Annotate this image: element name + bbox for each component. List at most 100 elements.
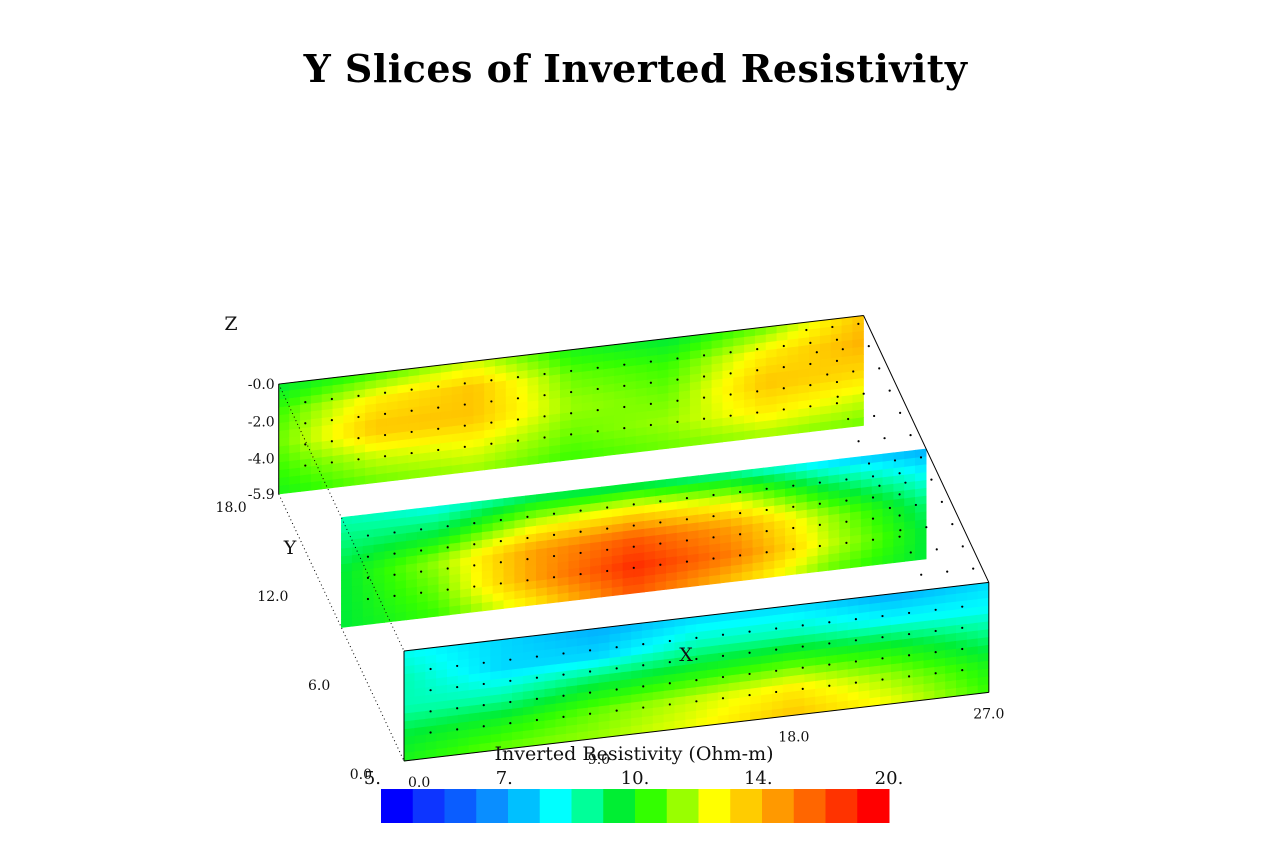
slice-cell <box>408 469 420 480</box>
mesh-node <box>907 611 911 615</box>
slice-cell <box>915 550 927 561</box>
mesh-node <box>437 448 440 452</box>
mesh-node <box>606 506 609 509</box>
mesh-node <box>712 493 715 497</box>
mesh-node <box>676 399 679 402</box>
mesh-node <box>712 536 715 539</box>
colorbar-swatch <box>666 789 699 823</box>
mesh-node <box>836 395 839 398</box>
mesh-node <box>782 387 785 390</box>
mesh-node <box>756 347 759 351</box>
mesh-node <box>871 538 875 541</box>
slice-cell <box>754 428 767 439</box>
z-tick-label: -5.9 <box>248 487 275 503</box>
mesh-node <box>867 345 870 348</box>
mesh-node <box>659 521 662 524</box>
mesh-node <box>765 551 768 554</box>
mesh-node <box>588 691 592 694</box>
mesh-node <box>756 390 759 393</box>
mesh-node <box>642 664 645 667</box>
mesh-node <box>854 639 858 642</box>
mesh-node <box>961 626 964 629</box>
mesh-node <box>490 400 493 403</box>
mesh-node <box>668 639 671 643</box>
slice-cell <box>300 482 312 492</box>
slice-cell <box>785 565 797 576</box>
slice-cell <box>806 563 819 574</box>
mesh-node <box>304 400 307 404</box>
slice-cell <box>763 568 775 579</box>
slice-cell <box>451 464 464 475</box>
mesh-node <box>562 694 565 697</box>
y-slice-18 <box>278 315 864 495</box>
colorbar-tick-label: 20. <box>875 768 904 789</box>
slice-cell <box>817 562 830 572</box>
mesh-node <box>867 462 871 465</box>
slice-cell <box>278 484 290 495</box>
mesh-node <box>878 367 881 370</box>
mesh-node <box>695 636 698 639</box>
mesh-node <box>961 669 964 672</box>
slice-cell <box>503 598 515 609</box>
slice-cell <box>406 610 418 621</box>
mesh-node <box>543 436 546 439</box>
mesh-node <box>535 718 539 722</box>
mesh-node <box>940 500 943 503</box>
slice-cell <box>351 616 364 627</box>
mesh-node <box>818 544 821 548</box>
slice-cell <box>395 611 407 622</box>
mesh-node <box>659 563 662 566</box>
mesh-node <box>695 700 698 703</box>
slice-cell <box>481 601 494 612</box>
slice-cell <box>841 418 854 429</box>
mesh-node <box>499 561 502 564</box>
mesh-node <box>588 712 592 715</box>
slice-cell <box>427 607 440 618</box>
mesh-node <box>841 348 844 351</box>
mesh-node <box>570 390 573 394</box>
mesh-node <box>410 451 413 455</box>
mesh-node <box>659 500 662 503</box>
mesh-node <box>809 341 812 344</box>
slice-cell <box>624 443 637 454</box>
colorbar-swatch <box>476 789 509 823</box>
slice-cell <box>416 609 429 619</box>
mesh-node <box>490 379 493 382</box>
slice-cell <box>644 582 656 593</box>
slice-cell <box>438 606 450 617</box>
mesh-node <box>516 397 520 400</box>
slice-cell <box>514 597 526 608</box>
slice-cell <box>633 583 645 594</box>
slice-cell <box>397 470 409 481</box>
mesh-node <box>809 405 812 408</box>
mesh-node <box>410 409 413 412</box>
slice-cell <box>546 593 559 604</box>
mesh-node <box>826 373 829 376</box>
mesh-node <box>935 548 938 551</box>
mesh-node <box>420 528 423 531</box>
mesh-node <box>818 481 821 484</box>
mesh-node <box>429 667 432 671</box>
mesh-node <box>649 381 652 384</box>
slice-cell <box>657 440 669 450</box>
mesh-node <box>499 518 502 522</box>
slice-cell <box>709 574 721 585</box>
mesh-node <box>526 536 529 540</box>
slice-cell <box>882 554 894 565</box>
y-tick-label: 12.0 <box>257 589 288 605</box>
colorbar-swatch <box>603 789 636 823</box>
slice-cell <box>711 433 724 444</box>
mesh-node <box>695 679 698 682</box>
mesh-node <box>961 647 964 651</box>
mesh-node <box>570 412 573 415</box>
slice-cell <box>752 569 765 580</box>
mesh-node <box>383 433 387 437</box>
mesh-node <box>420 591 423 594</box>
mesh-node <box>847 417 850 421</box>
mesh-node <box>623 405 626 409</box>
mesh-node <box>588 670 592 673</box>
mesh-node <box>437 427 440 430</box>
mesh-node <box>792 526 795 530</box>
frame-edge <box>863 315 990 583</box>
mesh-node <box>596 409 599 412</box>
